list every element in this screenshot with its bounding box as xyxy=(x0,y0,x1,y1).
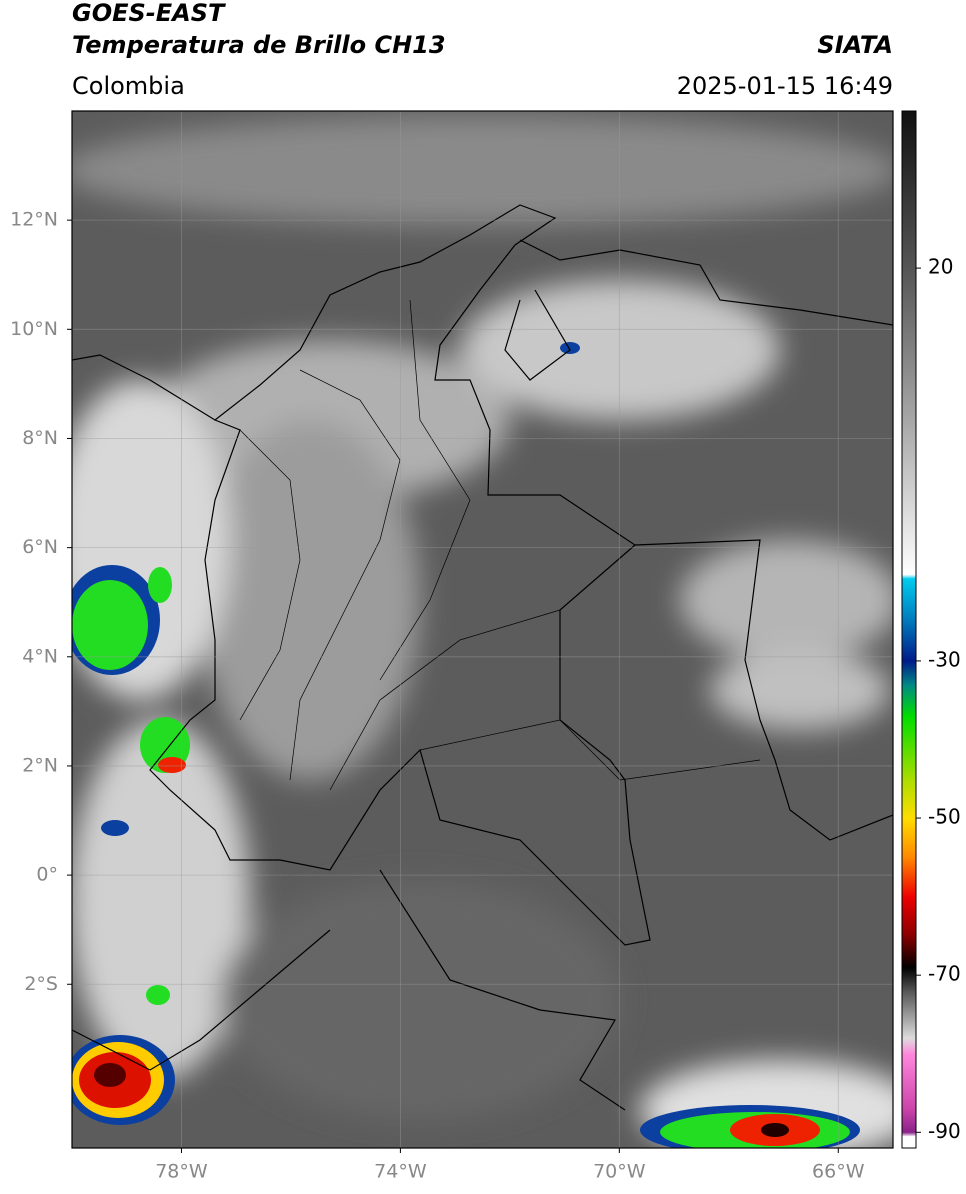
title: GOES-EAST xyxy=(72,0,226,27)
colorbar-segment xyxy=(902,857,916,898)
y-tick-label: 12°N xyxy=(10,209,58,231)
colorbar-tick-label: -70 xyxy=(928,962,961,986)
source: SIATA xyxy=(817,31,893,59)
colorbar-segment xyxy=(902,425,916,576)
colorbar-segment xyxy=(902,1132,916,1137)
subtitle: Temperatura de Brillo CH13 xyxy=(72,31,446,59)
colorbar-tick-label: 20 xyxy=(928,255,953,279)
clouds xyxy=(72,115,893,1148)
colorbar-tick-label: -30 xyxy=(928,647,961,671)
y-tick-label: 10°N xyxy=(10,318,58,340)
y-tick-label: 8°N xyxy=(22,427,58,449)
y-tick-label: 4°N xyxy=(22,645,58,667)
colorbar-segment xyxy=(902,621,916,662)
colorbar-segment xyxy=(902,1136,916,1149)
colorbar-frame xyxy=(901,110,917,1149)
x-tick-label: 74°W xyxy=(374,1161,427,1183)
y-tick-label: 2°S xyxy=(24,973,58,995)
colorbar-segment xyxy=(902,818,916,858)
colorbar-segment xyxy=(902,778,916,819)
map-frame xyxy=(71,110,894,1149)
borders xyxy=(72,204,893,1111)
colorbar-segment xyxy=(902,189,916,269)
colorbar-segment xyxy=(902,111,916,191)
colorbar xyxy=(902,111,916,1149)
colorbar-segment xyxy=(902,935,916,968)
x-tick-label: 78°W xyxy=(155,1161,208,1183)
colorbar-segment xyxy=(902,574,916,579)
colorbar-segment xyxy=(902,660,916,685)
colorbar-segment xyxy=(902,1053,916,1110)
storms xyxy=(72,342,860,1148)
internal-borders xyxy=(239,299,761,791)
colorbar-tick-label: -90 xyxy=(928,1119,961,1143)
colorbar-segment xyxy=(902,967,916,992)
timestamp: 2025-01-15 16:49 xyxy=(677,72,893,100)
colorbar-segment xyxy=(902,990,916,1039)
y-tick-label: 6°N xyxy=(22,536,58,558)
colorbar-segment xyxy=(902,684,916,717)
x-tick-label: 66°W xyxy=(812,1161,865,1183)
x-tick-label: 70°W xyxy=(593,1161,646,1183)
colorbar-segment xyxy=(902,578,916,623)
colorbar-segment xyxy=(902,715,916,780)
grid xyxy=(72,111,893,1148)
y-tick-label: 0° xyxy=(36,864,58,886)
colorbar-tick-label: -50 xyxy=(928,805,961,829)
y-tick-label: 2°N xyxy=(22,754,58,776)
map-image xyxy=(72,111,893,1148)
colorbar-segment xyxy=(902,1038,916,1055)
region: Colombia xyxy=(72,72,185,100)
colorbar-segment xyxy=(902,1108,916,1133)
colorbar-segment xyxy=(902,268,916,426)
colorbar-segment xyxy=(902,896,916,937)
